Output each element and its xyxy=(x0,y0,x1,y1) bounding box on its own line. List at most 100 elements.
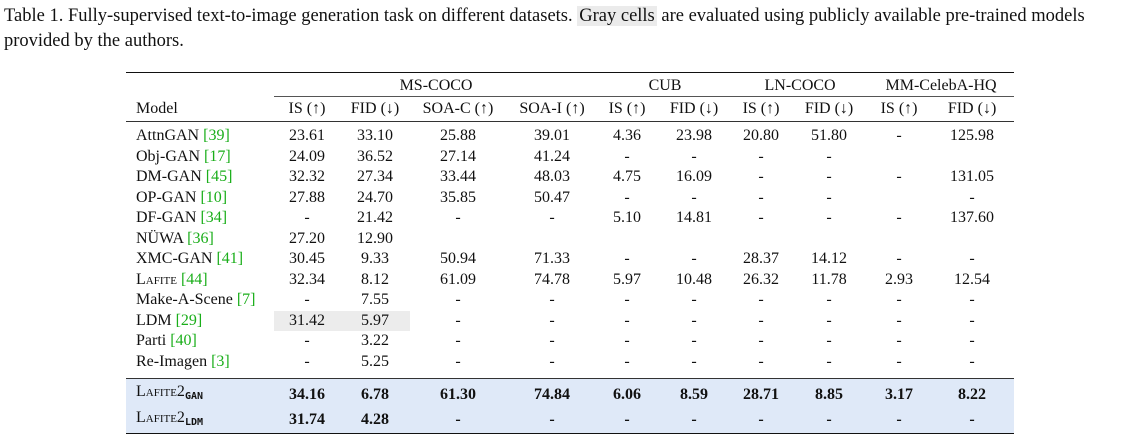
value-cell: - xyxy=(758,352,764,370)
citation-link[interactable]: [29] xyxy=(175,311,203,329)
separator-cell xyxy=(340,372,410,379)
value-cell: - xyxy=(826,311,832,329)
table-row: Obj-GAN [17] 24.09 36.52 27.14 41.24 - - - - xyxy=(126,147,1014,168)
model-name: AttnGAN xyxy=(136,127,200,144)
ours-table-body: Lafite2GAN 34.16 6.78 61.30 74.84 6.06 8.59 28.… xyxy=(126,372,1015,434)
citation-link[interactable]: [17] xyxy=(204,147,231,165)
column-header-model: Model xyxy=(126,96,274,122)
value-cell: 20.80 xyxy=(743,127,780,144)
model-name: XMC-GAN xyxy=(136,250,213,267)
value-cell: - xyxy=(758,311,764,329)
value-cell: - xyxy=(826,332,832,349)
value-cell: - xyxy=(506,407,599,434)
value-cell: - xyxy=(624,332,630,349)
value-cell: - xyxy=(455,332,461,349)
citation-link[interactable]: [41] xyxy=(216,250,244,267)
value-cell: 24.70 xyxy=(357,188,393,206)
value-cell xyxy=(930,147,1014,168)
value-cell: - xyxy=(896,209,902,226)
value-cell: - xyxy=(896,332,902,349)
value-cell: - xyxy=(624,250,630,267)
separator-cell xyxy=(598,372,657,379)
value-cell: 137.60 xyxy=(950,209,995,226)
separator-cell xyxy=(656,372,733,379)
value-cell: - xyxy=(624,147,630,165)
value-cell: - xyxy=(691,147,697,165)
value-cell: - xyxy=(549,332,555,349)
citation-link[interactable]: [10] xyxy=(200,188,228,206)
value-cell: 27.20 xyxy=(289,229,325,247)
ours-row: Lafite2LDM 31.74 4.28- - - - - - - - xyxy=(126,407,1015,434)
model-name: OP-GAN xyxy=(136,188,197,206)
value-cell: 50.47 xyxy=(534,188,571,206)
table-row: Lafite [44] 32.34 8.12 61.09 74.78 5.97 10.48 2… xyxy=(126,270,1014,291)
value-cell: 4.36 xyxy=(613,127,642,144)
model-name: Make-A-Scene xyxy=(136,291,233,308)
model-variant-subscript: GAN xyxy=(184,391,203,402)
value-cell: 31.74 xyxy=(274,407,340,434)
value-cell: - xyxy=(691,188,697,206)
model-name-cell: Lafite [44] xyxy=(126,270,274,291)
citation-link[interactable]: [36] xyxy=(187,229,214,247)
citation-link[interactable]: [39] xyxy=(203,127,230,144)
value-cell: 5.97 xyxy=(613,270,642,288)
value-cell: 3.17 xyxy=(868,378,931,408)
value-cell: 4.75 xyxy=(613,168,642,185)
model-name-cell: Lafite2LDM xyxy=(126,407,274,434)
model-name: Re-Imagen xyxy=(136,352,208,370)
value-cell xyxy=(868,229,930,250)
value-cell: 14.12 xyxy=(811,250,848,267)
citation-link[interactable]: [7] xyxy=(236,291,256,308)
model-name: Lafite2 xyxy=(136,383,185,400)
value-cell: - xyxy=(304,352,310,370)
value-cell: - xyxy=(930,407,1015,434)
table-row: Re-Imagen [3] - 5.25 - - - - - - - - xyxy=(126,352,1014,373)
group-header-cub: CUB xyxy=(598,72,733,97)
ours-row: Lafite2GAN 34.16 6.78 61.30 74.84 6.06 8.59 28.… xyxy=(126,378,1015,408)
value-cell: 6.78 xyxy=(340,378,410,408)
value-cell: 12.54 xyxy=(954,270,991,288)
model-name: DF-GAN xyxy=(136,209,197,226)
table-row: DF-GAN [34] - 21.42 - - 5.10 14.81 - - - 137.60 xyxy=(126,208,1014,229)
value-cell: 27.88 xyxy=(289,188,325,206)
caption-lead: Table 1. Fully-supervised text-to-image … xyxy=(4,6,573,26)
value-cell: - xyxy=(969,250,975,267)
model-name-cell: DF-GAN [34] xyxy=(126,208,274,229)
citation-link[interactable]: [34] xyxy=(200,209,228,226)
model-name: Lafite xyxy=(136,270,177,288)
value-cell: 2.93 xyxy=(885,270,914,288)
citation-link[interactable]: [44] xyxy=(180,270,208,288)
value-cell: - xyxy=(826,291,832,308)
table-row: Make-A-Scene [7] - 7.55 - - - - - - - - xyxy=(126,290,1014,311)
value-cell: - xyxy=(758,332,764,349)
model-name-cell: Re-Imagen [3] xyxy=(126,352,274,373)
column-header-9: IS (↑) xyxy=(868,96,931,122)
table-caption: Table 1. Fully-supervised text-to-image … xyxy=(4,4,1136,54)
separator-cell xyxy=(930,372,1015,379)
citation-link[interactable]: [3] xyxy=(211,352,230,370)
value-cell: - xyxy=(691,352,697,370)
model-name-cell: DM-GAN [45] xyxy=(126,167,274,188)
column-header-5: IS (↑) xyxy=(598,96,657,122)
column-header-row: Model IS (↑) FID (↓) SOA-C (↑) SOA-I (↑) IS (… xyxy=(126,96,1015,122)
value-cell xyxy=(732,229,790,250)
model-name-cell: NÜWA [36] xyxy=(126,229,274,250)
value-cell: 48.03 xyxy=(534,168,571,185)
value-cell: - xyxy=(790,407,869,434)
model-name: LDM xyxy=(136,311,172,329)
citation-link[interactable]: [45] xyxy=(205,168,233,185)
separator-cell xyxy=(126,372,274,379)
value-cell: - xyxy=(896,352,902,370)
results-table: MS-COCO CUB LN-COCO MM-CelebA-HQ Model IS… xyxy=(126,72,1015,434)
citation-link[interactable]: [40] xyxy=(170,332,197,349)
model-name: Obj-GAN xyxy=(136,147,200,165)
value-cell xyxy=(598,229,656,250)
value-cell: 3.22 xyxy=(361,332,389,349)
value-cell: 14.81 xyxy=(676,209,713,226)
value-cell: 39.01 xyxy=(534,127,571,144)
table-row: LDM [29] 31.42 5.97- - - - - - - - xyxy=(126,310,1014,331)
caption-gray-cells: Gray cells xyxy=(577,6,657,26)
value-cell: 131.05 xyxy=(950,168,995,185)
value-cell: - xyxy=(455,209,461,226)
group-header-ms-coco: MS-COCO xyxy=(274,72,599,97)
